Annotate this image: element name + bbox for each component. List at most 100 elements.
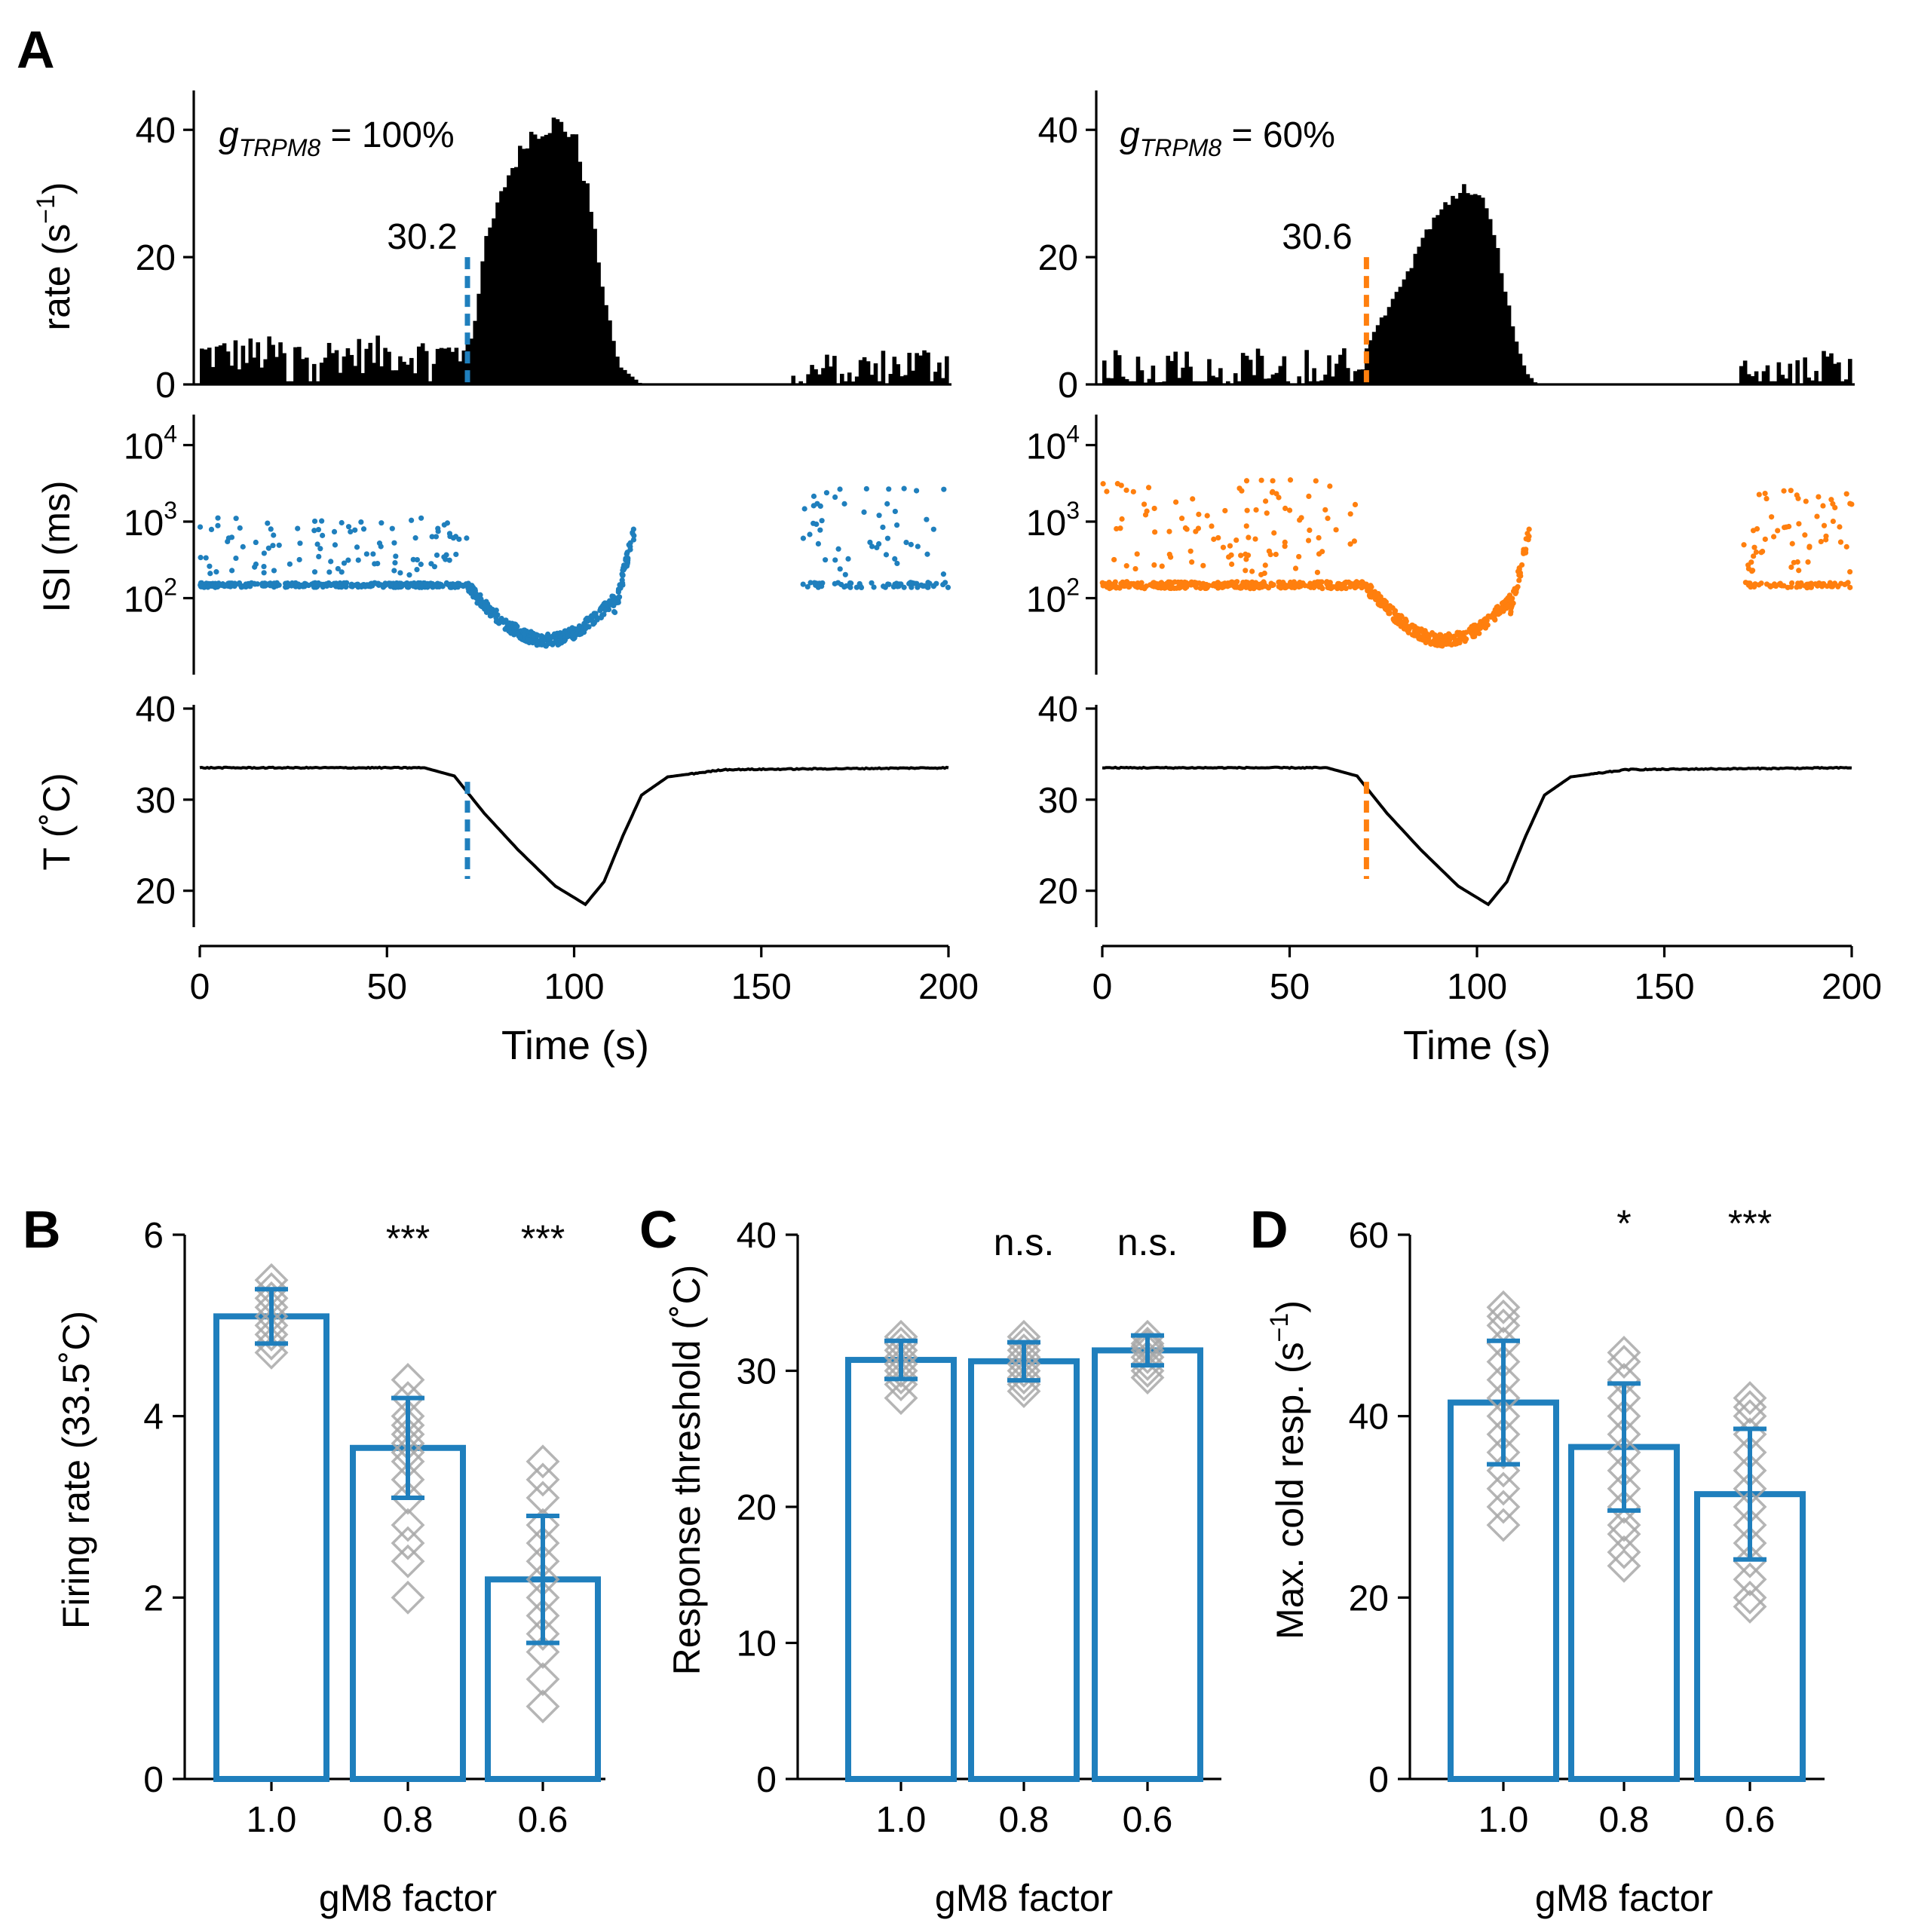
isi-point	[428, 561, 434, 567]
rate-histogram-bar	[1506, 305, 1512, 384]
x-tick-label: 0.6	[518, 1800, 568, 1840]
isi-point	[1387, 609, 1393, 616]
isi-point	[1287, 477, 1294, 483]
y-tick-label: 6	[143, 1216, 164, 1256]
isi-point	[1322, 507, 1328, 513]
isi-point	[1368, 583, 1374, 589]
isi-point	[208, 526, 215, 533]
isi-point	[1178, 579, 1184, 586]
isi-point	[624, 556, 630, 562]
isi-point	[316, 553, 322, 560]
isi-point	[393, 553, 399, 559]
isi-point	[1814, 513, 1820, 519]
isi-point	[837, 486, 843, 492]
isi-point	[1762, 491, 1768, 497]
rate-plot-right: 0 20 40	[1038, 90, 1855, 406]
isi-point	[259, 581, 266, 587]
isi-point	[436, 583, 443, 589]
rate-histogram-bar	[507, 175, 511, 384]
rate-histogram-bar	[1368, 340, 1373, 384]
rate-histogram-bar	[1761, 371, 1767, 384]
isi-point	[886, 486, 892, 492]
isi-point	[464, 535, 470, 541]
threshold-label-left: 30.2	[387, 217, 457, 257]
rate-histogram-bar	[1267, 378, 1272, 384]
isi-point	[1145, 485, 1152, 491]
isi-point	[1314, 569, 1321, 575]
isi-point	[1392, 611, 1398, 617]
isi-point	[1365, 588, 1371, 594]
isi-point	[1502, 599, 1508, 605]
rate-histogram-bar	[1765, 365, 1770, 384]
rate-histogram-bar	[394, 370, 399, 384]
rate-histogram-bar	[611, 341, 616, 384]
rate-histogram-bar	[1285, 381, 1291, 384]
ylabel-d: Max. cold resp. (s−1)	[1265, 1300, 1311, 1640]
isi-point	[389, 525, 395, 531]
isi-point	[1508, 605, 1514, 611]
isi-point	[823, 490, 830, 496]
rate-histogram-bar	[357, 338, 362, 384]
x-tick-label: 1.0	[876, 1800, 927, 1840]
isi-point	[319, 518, 325, 524]
rate-histogram-bar	[514, 167, 519, 385]
significance-label: ***	[386, 1217, 430, 1260]
isi-point	[319, 582, 325, 588]
isi-point	[1420, 633, 1426, 639]
rate-histogram-bar	[1226, 381, 1230, 384]
isi-point	[1469, 632, 1475, 638]
rate-histogram-bar	[825, 354, 829, 384]
rate-histogram-bar	[1162, 381, 1167, 384]
isi-point	[1229, 561, 1235, 568]
isi-point	[339, 519, 345, 526]
rate-histogram-bar	[435, 348, 440, 384]
isi-point	[1352, 501, 1359, 508]
isi-point	[1130, 488, 1136, 494]
isi-point	[569, 632, 576, 638]
significance-label: *	[1616, 1202, 1631, 1245]
isi-point	[1253, 507, 1259, 513]
isi-point	[569, 625, 575, 631]
isi-point	[1758, 550, 1764, 556]
rate-histogram-bar	[210, 366, 216, 384]
isi-point	[1785, 584, 1791, 590]
isi-point	[1246, 534, 1252, 540]
isi-point	[339, 569, 345, 575]
isi-y-tick-label: 104	[1026, 420, 1080, 467]
isi-point	[1211, 536, 1217, 542]
rate-histogram-bar	[290, 381, 294, 384]
isi-point	[881, 583, 887, 589]
time-x-tick-label: 150	[1634, 967, 1694, 1007]
rate-histogram-bar	[1480, 197, 1485, 384]
isi-point	[1184, 526, 1190, 532]
data-point-diamond	[526, 1616, 560, 1651]
rate-histogram-bar	[406, 364, 410, 384]
rate-histogram-bar	[492, 218, 496, 384]
rate-histogram-bar	[1350, 381, 1354, 384]
isi-point	[892, 556, 898, 562]
isi-point	[311, 528, 317, 534]
rate-histogram-bar	[1383, 315, 1388, 384]
isi-point	[1178, 516, 1185, 522]
panel-label-d: D	[1250, 1200, 1288, 1259]
isi-point	[1442, 634, 1449, 640]
isi-point	[1347, 511, 1353, 517]
isi-point	[1461, 635, 1467, 641]
rate-histogram-bar	[450, 351, 455, 384]
rate-histogram-bar	[810, 365, 814, 384]
rate-histogram-bar	[1840, 381, 1845, 384]
rate-histogram-bar	[866, 361, 871, 384]
rate-histogram-bar	[484, 236, 489, 384]
isi-point	[320, 532, 326, 538]
isi-point	[1794, 584, 1800, 590]
isi-point	[406, 572, 412, 578]
isi-point	[467, 582, 473, 588]
rate-histogram-bar	[233, 340, 238, 384]
rate-histogram-bar	[476, 293, 481, 384]
isi-point	[880, 524, 886, 531]
isi-point	[380, 584, 387, 590]
rate-histogram-bar	[518, 145, 522, 384]
rate-histogram-bar	[1203, 381, 1208, 384]
isi-point	[1104, 488, 1110, 494]
isi-point	[1402, 622, 1408, 629]
